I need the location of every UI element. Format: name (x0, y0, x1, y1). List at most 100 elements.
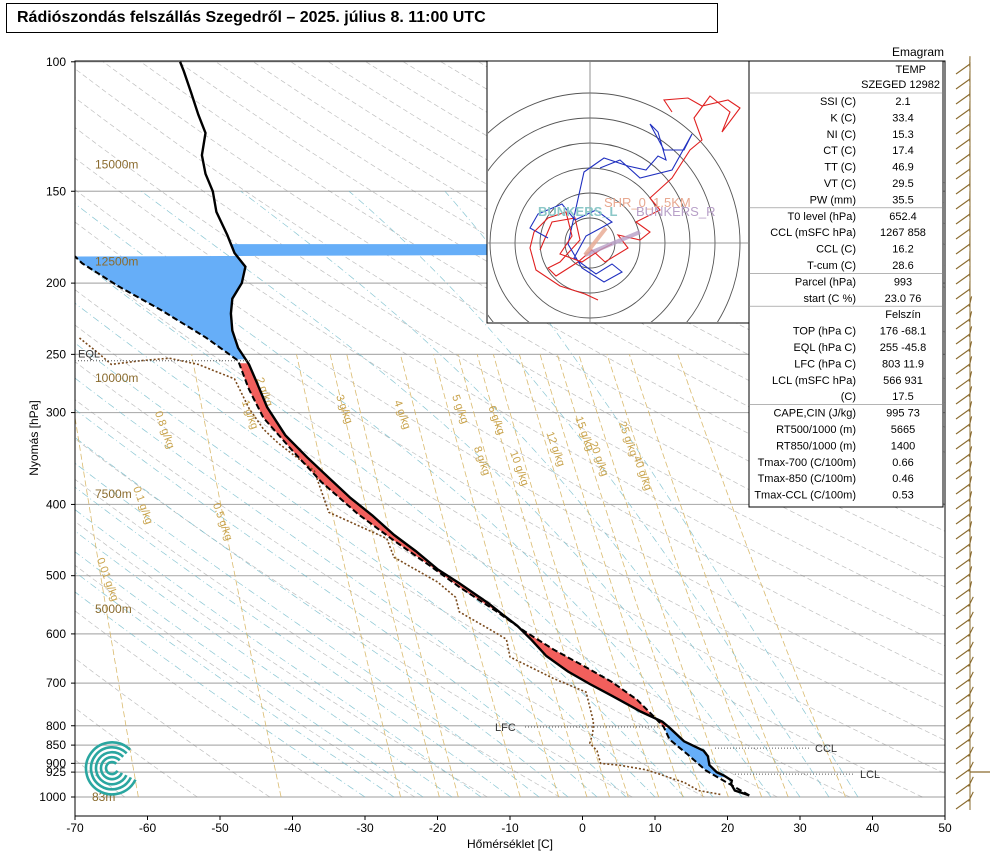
wind-barbs (955, 56, 990, 810)
moist-adiabat (75, 342, 656, 798)
wind-barb-flag (969, 161, 971, 172)
wind-barb (955, 746, 974, 765)
level-label-eql: EQL (78, 349, 100, 361)
dry-adiabat (75, 521, 488, 798)
wind-barb-staff (955, 798, 971, 810)
dry-adiabat (75, 157, 945, 677)
wind-barb-flag (968, 356, 973, 367)
wind-barb (955, 386, 973, 405)
stats-label: T-cum (C) (807, 260, 856, 272)
wind-barb (955, 356, 973, 375)
stats-value: 1267 858 (880, 227, 926, 239)
stats-label: PW (mm) (810, 194, 856, 206)
wind-barb (955, 281, 971, 300)
wind-barb (955, 686, 974, 705)
wind-barb (955, 296, 973, 315)
stats-value: 652.4 (889, 211, 917, 223)
y-tick-label: 1000 (39, 790, 66, 804)
stats-value: 803 11.9 (882, 358, 924, 370)
hodograph-label-shr: SHR_0_1.5KM (604, 195, 691, 210)
wind-barb-flag (969, 266, 971, 277)
wind-barb (955, 776, 974, 795)
mixing-ratio-line (606, 354, 763, 798)
stats-value: 17.5 (892, 391, 913, 403)
wind-barb-staff (955, 528, 971, 540)
wind-barb-staff (955, 393, 971, 405)
mixing-ratio-line (329, 354, 440, 798)
wind-barb (955, 446, 973, 465)
stats-value: 28.6 (892, 260, 913, 272)
stats-value: 17.4 (892, 145, 913, 157)
wind-barb-flag (968, 791, 974, 802)
wind-barb-flag (968, 566, 973, 577)
wind-barb-staff (955, 573, 971, 585)
stats-value: 46.9 (892, 162, 913, 174)
level-label-ccl: CCL (815, 743, 837, 755)
wind-barb-flag (969, 101, 971, 112)
x-tick-label: -10 (501, 821, 519, 835)
wind-barb-staff (955, 558, 971, 570)
wind-barb-staff (955, 153, 971, 165)
wind-barb-flag (968, 296, 973, 307)
wind-barb-staff (955, 333, 971, 345)
shear-vector (583, 226, 608, 257)
x-axis-label: Hőmérséklet [C] (467, 837, 553, 851)
moist-adiabat (240, 191, 801, 798)
wind-barb-flag (969, 251, 971, 262)
wind-barb-flag (969, 131, 971, 142)
wind-barb-staff (955, 738, 971, 750)
moist-adiabat (75, 437, 569, 798)
stats-value: 995 73 (886, 408, 920, 420)
wind-barb (955, 176, 971, 195)
wind-barb-flag (969, 56, 971, 67)
wind-barb (955, 521, 973, 540)
wind-barb-staff (955, 618, 971, 630)
wind-barb (955, 431, 973, 450)
wind-barb-staff (955, 288, 971, 300)
stats-value: 0.46 (892, 473, 913, 485)
mixing-ratio-label: 0.1 g/kg (130, 485, 155, 526)
mixing-ratio-label: 40 g/kg (630, 454, 654, 492)
wind-barb-flag (968, 431, 973, 442)
wind-barb-flag (969, 191, 971, 202)
temperature-curve (178, 61, 750, 797)
x-tick-label: 40 (866, 821, 880, 835)
stats-header-station: SZEGED 12982 (861, 79, 940, 91)
wind-barb (955, 86, 971, 105)
hodograph-trace-red (539, 95, 741, 277)
logo-arc (104, 760, 119, 776)
mixing-ratio-label: 5 g/kg (449, 393, 471, 425)
wind-barb (955, 251, 971, 270)
stats-value: 23.0 76 (885, 293, 922, 305)
wind-barb (955, 191, 971, 210)
moist-adiabat (75, 256, 714, 798)
wind-barb (955, 416, 973, 435)
wind-barb-flag (968, 461, 973, 472)
wind-barb-flag (968, 626, 974, 637)
x-tick-label: 10 (648, 821, 662, 835)
wind-barb (955, 551, 973, 570)
wind-barb-flag (968, 491, 973, 502)
logo-arc (99, 755, 124, 781)
wind-barb-flag (968, 386, 973, 397)
wind-barb-flag (968, 476, 973, 487)
wind-barb-flag (968, 401, 973, 412)
stats-value: 5665 (891, 424, 915, 436)
level-markers: EQL LFC CCL LCL (75, 349, 880, 781)
hodograph-trace-blue (529, 123, 693, 283)
stats-label: CAPE,CIN (J/kg) (773, 408, 856, 420)
wind-barb-flag (968, 761, 974, 772)
x-tick-label: -30 (356, 821, 374, 835)
wind-barb-flag (968, 656, 974, 667)
wind-barb-staff (955, 93, 971, 105)
y-axis-label: Nyomás [hPa] (27, 400, 41, 475)
wind-barb (955, 656, 974, 675)
dry-adiabat (75, 324, 850, 798)
wind-barb-flag (968, 311, 973, 322)
stats-label: TT (C) (824, 162, 856, 174)
stats-label: RT850/1000 (m) (776, 440, 856, 452)
wind-barb (955, 626, 974, 645)
mixing-ratio-label: 25 g/kg (616, 420, 640, 458)
